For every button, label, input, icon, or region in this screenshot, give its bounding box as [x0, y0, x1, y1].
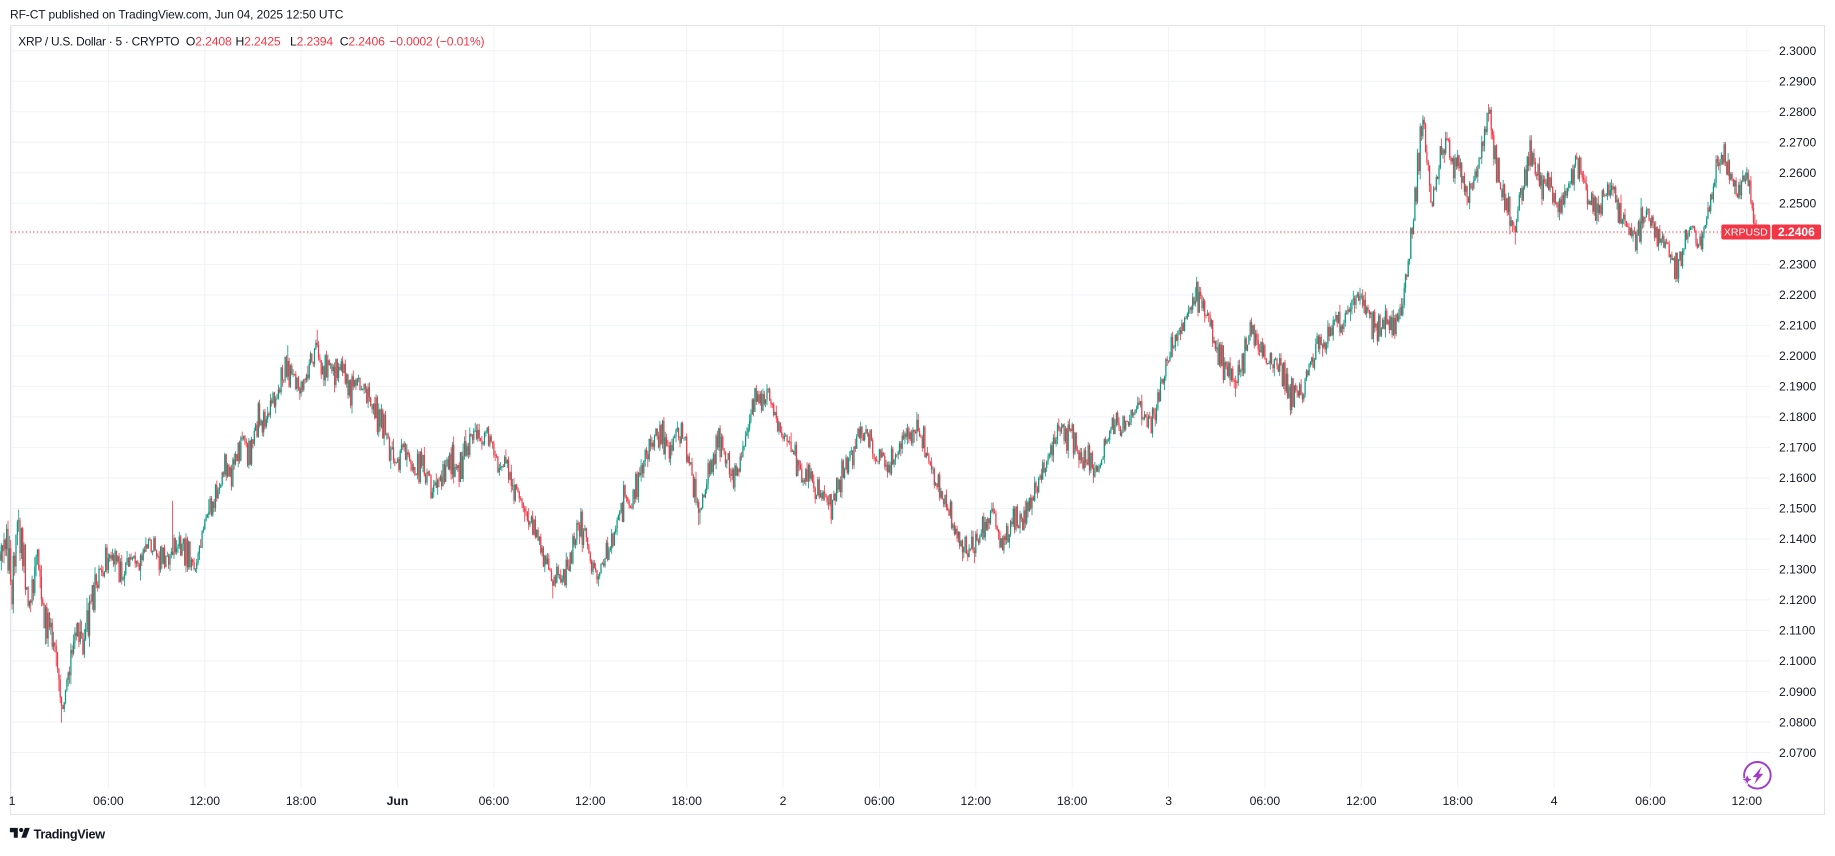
svg-text:06:00: 06:00	[1635, 794, 1666, 808]
svg-text:18:00: 18:00	[1057, 794, 1088, 808]
svg-text:Jun: Jun	[387, 794, 409, 808]
svg-text:TradingView: TradingView	[34, 827, 106, 841]
svg-text:2.2800: 2.2800	[1779, 105, 1816, 119]
svg-text:H2.2425: H2.2425	[236, 34, 281, 48]
svg-text:C2.2406: C2.2406	[340, 34, 385, 48]
svg-text:2.0800: 2.0800	[1779, 715, 1816, 729]
svg-text:2.2406: 2.2406	[1778, 225, 1815, 239]
svg-text:2.2900: 2.2900	[1779, 75, 1816, 89]
svg-text:2.2700: 2.2700	[1779, 136, 1816, 150]
svg-text:L2.2394: L2.2394	[290, 34, 333, 48]
svg-text:XRP / U.S. Dollar · 5 · CRYPTO: XRP / U.S. Dollar · 5 · CRYPTO	[18, 34, 179, 48]
svg-text:12:00: 12:00	[1346, 794, 1377, 808]
svg-text:O2.2408: O2.2408	[186, 34, 232, 48]
svg-text:2.1700: 2.1700	[1779, 441, 1816, 455]
svg-text:18:00: 18:00	[1442, 794, 1473, 808]
svg-text:06:00: 06:00	[93, 794, 124, 808]
svg-text:2.0900: 2.0900	[1779, 685, 1816, 699]
svg-text:2.0700: 2.0700	[1779, 746, 1816, 760]
svg-text:4: 4	[1551, 794, 1558, 808]
svg-text:2.3000: 2.3000	[1779, 44, 1816, 58]
svg-text:RF-CT published on TradingView: RF-CT published on TradingView.com, Jun …	[10, 8, 344, 22]
svg-text:12:00: 12:00	[190, 794, 221, 808]
svg-text:2.2000: 2.2000	[1779, 349, 1816, 363]
svg-text:2.1500: 2.1500	[1779, 502, 1816, 516]
svg-text:2.2200: 2.2200	[1779, 288, 1816, 302]
svg-text:2.1000: 2.1000	[1779, 654, 1816, 668]
svg-text:2.1200: 2.1200	[1779, 593, 1816, 607]
svg-text:06:00: 06:00	[479, 794, 510, 808]
svg-text:XRPUSD: XRPUSD	[1724, 227, 1768, 239]
svg-text:18:00: 18:00	[671, 794, 702, 808]
svg-text:18:00: 18:00	[286, 794, 317, 808]
svg-text:2.1800: 2.1800	[1779, 410, 1816, 424]
svg-text:2.2300: 2.2300	[1779, 258, 1816, 272]
svg-text:2.1600: 2.1600	[1779, 471, 1816, 485]
svg-text:1: 1	[9, 794, 16, 808]
svg-text:06:00: 06:00	[1250, 794, 1281, 808]
svg-text:12:00: 12:00	[1732, 794, 1763, 808]
svg-text:2: 2	[780, 794, 787, 808]
svg-text:2.2600: 2.2600	[1779, 166, 1816, 180]
svg-text:2.1400: 2.1400	[1779, 532, 1816, 546]
svg-text:12:00: 12:00	[575, 794, 606, 808]
svg-text:2.1100: 2.1100	[1779, 624, 1816, 638]
svg-text:2.1300: 2.1300	[1779, 563, 1816, 577]
svg-text:−0.0002 (−0.01%): −0.0002 (−0.01%)	[389, 34, 484, 48]
svg-text:2.2500: 2.2500	[1779, 197, 1816, 211]
svg-text:06:00: 06:00	[864, 794, 895, 808]
svg-text:3: 3	[1165, 794, 1172, 808]
svg-text:2.2100: 2.2100	[1779, 319, 1816, 333]
svg-text:12:00: 12:00	[961, 794, 992, 808]
svg-text:2.1900: 2.1900	[1779, 380, 1816, 394]
